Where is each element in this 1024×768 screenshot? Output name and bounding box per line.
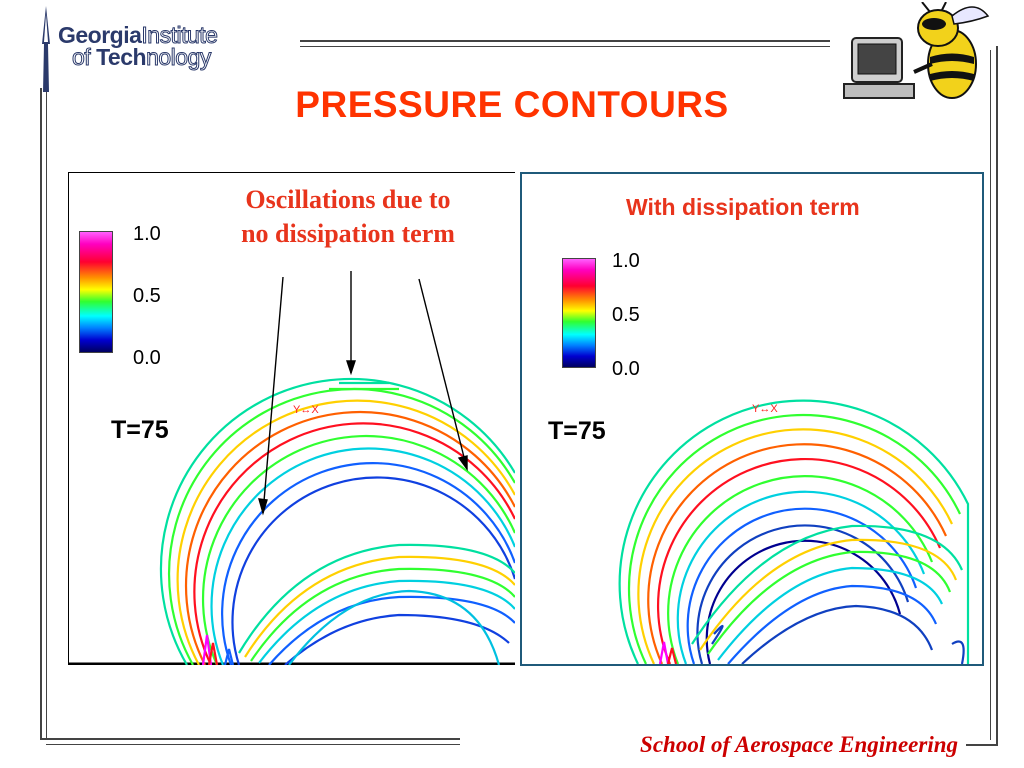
right-legend-min: 0.0 [612, 358, 640, 380]
left-contour-plot: Y↔X [69, 271, 517, 666]
left-annotation: Oscillations due to no dissipation term [203, 183, 493, 251]
bottom-rule [40, 738, 460, 740]
slide-title: PRESSURE CONTOURS [295, 84, 729, 125]
right-contour-plot: Y↔X [618, 399, 970, 665]
right-rule [996, 46, 998, 746]
logo-word-georgia: Georgia [58, 22, 142, 48]
left-colorbar [79, 231, 113, 353]
bottom-rule-inner [46, 744, 460, 745]
left-rule [40, 88, 42, 738]
left-time-label: T=75 [111, 416, 169, 444]
right-axis-marker: Y↔X [752, 403, 778, 415]
top-rule-inner [300, 46, 830, 47]
right-colorbar [562, 258, 596, 368]
logo-word-institute: Institute [141, 22, 219, 48]
logo-word-tech: Tech [96, 44, 147, 70]
left-annotation-line1: Oscillations due to [245, 185, 451, 214]
gt-spire-icon [42, 6, 50, 92]
buzz-computer-icon [843, 2, 990, 99]
left-annotation-line2: no dissipation term [241, 219, 455, 248]
logo-word-nology: nology [146, 44, 212, 70]
left-rule-inner [46, 88, 47, 738]
left-plot-panel: Y↔X 1.0 0.5 0.0 T=75 Oscillations due to… [68, 172, 517, 666]
right-legend-mid: 0.5 [612, 304, 640, 326]
left-legend-min: 0.0 [133, 347, 161, 369]
right-plot-panel: Y↔X 1.0 0.5 0.0 T=75 With dissipation te… [520, 172, 984, 666]
top-rule [300, 40, 830, 42]
right-time-label: T=75 [548, 417, 606, 445]
left-legend-max: 1.0 [133, 223, 161, 245]
right-annotation: With dissipation term [626, 194, 860, 220]
right-legend-max: 1.0 [612, 250, 640, 272]
bottom-rule-right [966, 744, 998, 746]
gt-wordmark: GeorgiaInstitute of Technology [58, 22, 219, 70]
logo-word-of: of [71, 44, 97, 70]
footer-school-name: School of Aerospace Engineering [640, 732, 958, 757]
left-legend-mid: 0.5 [133, 285, 161, 307]
left-axis-marker: Y↔X [293, 404, 319, 416]
right-rule-inner [990, 50, 991, 740]
